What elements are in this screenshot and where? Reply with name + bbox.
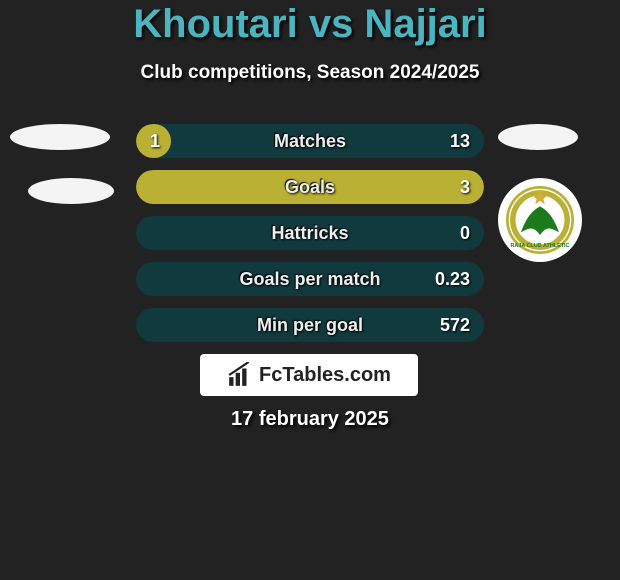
brand-text: FcTables.com xyxy=(259,364,391,387)
stat-row: Matches 1 13 xyxy=(136,124,484,158)
stat-right-value: 3 xyxy=(460,170,470,204)
date-text: 17 february 2025 xyxy=(0,408,620,431)
stat-label: Goals xyxy=(136,170,484,204)
stat-right-value: 0.23 xyxy=(435,262,470,296)
stat-label: Hattricks xyxy=(136,216,484,250)
stat-right-value: 13 xyxy=(450,124,470,158)
chart-icon xyxy=(227,362,253,388)
placeholder-ellipse-right-1 xyxy=(498,124,578,150)
stat-label: Matches xyxy=(136,124,484,158)
stat-right-value: 0 xyxy=(460,216,470,250)
stat-row: Goals per match 0.23 xyxy=(136,262,484,296)
stats-bars: Matches 1 13 Goals 3 Hattricks 0 Goals p… xyxy=(136,124,484,354)
stat-label: Goals per match xyxy=(136,262,484,296)
stat-label: Min per goal xyxy=(136,308,484,342)
page-title: Khoutari vs Najjari xyxy=(0,2,620,47)
club-badge-icon: RAJA CLUB ATHLETIC xyxy=(506,186,574,254)
placeholder-ellipse-left-1 xyxy=(10,124,110,150)
brand-plate: FcTables.com xyxy=(200,354,418,396)
page-subtitle: Club competitions, Season 2024/2025 xyxy=(0,62,620,84)
placeholder-ellipse-left-2 xyxy=(28,178,114,204)
club-badge: RAJA CLUB ATHLETIC xyxy=(498,178,582,262)
stat-row: Min per goal 572 xyxy=(136,308,484,342)
svg-text:RAJA CLUB ATHLETIC: RAJA CLUB ATHLETIC xyxy=(510,243,569,249)
stat-row: Goals 3 xyxy=(136,170,484,204)
stat-right-value: 572 xyxy=(440,308,470,342)
stat-row: Hattricks 0 xyxy=(136,216,484,250)
stat-left-value: 1 xyxy=(150,124,160,158)
